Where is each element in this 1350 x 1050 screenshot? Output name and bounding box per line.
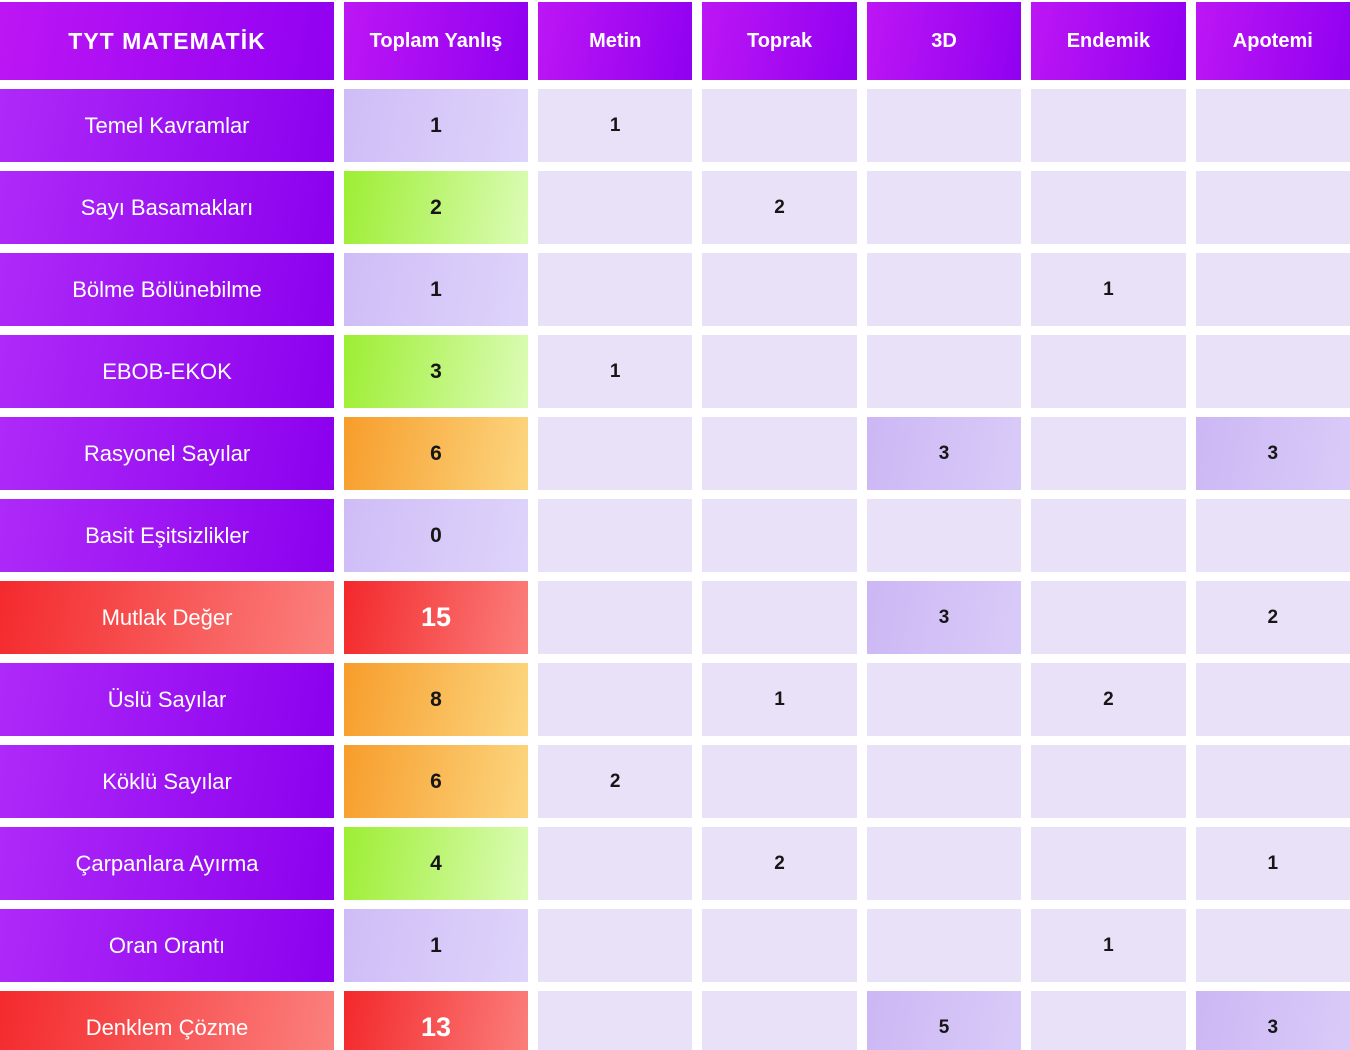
value-cell: [1195, 171, 1350, 244]
value-cell: [1195, 745, 1350, 818]
value-cell: [1031, 581, 1186, 654]
topic-cell: Oran Orantı: [0, 909, 334, 982]
value-cell: [538, 253, 693, 326]
column-header-toprak: Toprak: [702, 2, 857, 80]
value-cell: [1195, 909, 1350, 982]
total-wrong-cell: 15: [344, 581, 528, 654]
value-cell: [866, 89, 1022, 162]
value-cell: [1195, 335, 1350, 408]
table-title: TYT MATEMATİK: [0, 2, 334, 80]
total-wrong-cell: 2: [344, 171, 528, 244]
value-cell: 1: [702, 663, 857, 736]
value-cell: [702, 89, 857, 162]
column-header-3d: 3D: [866, 2, 1022, 80]
value-cell: [1031, 827, 1186, 900]
value-cell: [1031, 991, 1186, 1050]
column-header-metin: Metin: [538, 2, 693, 80]
total-wrong-cell: 3: [344, 335, 528, 408]
value-cell: [1031, 499, 1186, 572]
total-wrong-cell: 0: [344, 499, 528, 572]
value-cell: [538, 417, 693, 490]
value-cell: [702, 909, 857, 982]
value-cell: 1: [538, 89, 693, 162]
total-wrong-cell: 8: [344, 663, 528, 736]
total-wrong-cell: 6: [344, 745, 528, 818]
column-header-apotemi: Apotemi: [1195, 2, 1350, 80]
total-wrong-cell: 1: [344, 909, 528, 982]
topic-cell: Mutlak Değer: [0, 581, 334, 654]
total-wrong-cell: 6: [344, 417, 528, 490]
value-cell: [538, 663, 693, 736]
value-cell: [866, 253, 1022, 326]
value-cell: 5: [866, 991, 1022, 1050]
value-cell: [1031, 417, 1186, 490]
value-cell: 2: [1031, 663, 1186, 736]
value-cell: [538, 909, 693, 982]
value-cell: 2: [702, 171, 857, 244]
value-cell: [702, 581, 857, 654]
value-cell: [1031, 89, 1186, 162]
value-cell: [866, 335, 1022, 408]
value-cell: [866, 499, 1022, 572]
value-cell: [538, 499, 693, 572]
value-cell: 2: [702, 827, 857, 900]
topic-cell: Basit Eşitsizlikler: [0, 499, 334, 572]
value-cell: [702, 991, 857, 1050]
total-wrong-cell: 4: [344, 827, 528, 900]
value-cell: [702, 253, 857, 326]
value-cell: [702, 745, 857, 818]
value-cell: [866, 745, 1022, 818]
value-cell: [1031, 335, 1186, 408]
topic-cell: Temel Kavramlar: [0, 89, 334, 162]
value-cell: [538, 171, 693, 244]
value-cell: [866, 909, 1022, 982]
value-cell: [538, 581, 693, 654]
topic-cell: Bölme Bölünebilme: [0, 253, 334, 326]
column-header-endemik: Endemik: [1031, 2, 1186, 80]
topic-cell: Rasyonel Sayılar: [0, 417, 334, 490]
topic-cell: Üslü Sayılar: [0, 663, 334, 736]
value-cell: [702, 335, 857, 408]
value-cell: [702, 417, 857, 490]
topic-cell: Köklü Sayılar: [0, 745, 334, 818]
topic-cell: Denklem Çözme: [0, 991, 334, 1050]
value-cell: 1: [1031, 253, 1186, 326]
total-wrong-cell: 13: [344, 991, 528, 1050]
column-header-toplam-yanl-: Toplam Yanlış: [344, 2, 528, 80]
value-cell: 2: [1195, 581, 1350, 654]
value-cell: [1195, 89, 1350, 162]
value-cell: [1031, 171, 1186, 244]
value-cell: 3: [1195, 991, 1350, 1050]
value-cell: 1: [538, 335, 693, 408]
value-cell: [702, 499, 857, 572]
topic-cell: Sayı Basamakları: [0, 171, 334, 244]
value-cell: [538, 991, 693, 1050]
total-wrong-cell: 1: [344, 253, 528, 326]
value-cell: [866, 171, 1022, 244]
value-cell: 1: [1195, 827, 1350, 900]
total-wrong-cell: 1: [344, 89, 528, 162]
value-cell: [1195, 253, 1350, 326]
topic-cell: EBOB-EKOK: [0, 335, 334, 408]
value-cell: [538, 827, 693, 900]
value-cell: [1031, 745, 1186, 818]
value-cell: [1195, 663, 1350, 736]
value-cell: 2: [538, 745, 693, 818]
topic-cell: Çarpanlara Ayırma: [0, 827, 334, 900]
value-cell: 1: [1031, 909, 1186, 982]
value-cell: 3: [866, 581, 1022, 654]
value-cell: 3: [866, 417, 1022, 490]
value-cell: 3: [1195, 417, 1350, 490]
value-cell: [866, 827, 1022, 900]
value-cell: [1195, 499, 1350, 572]
value-cell: [866, 663, 1022, 736]
